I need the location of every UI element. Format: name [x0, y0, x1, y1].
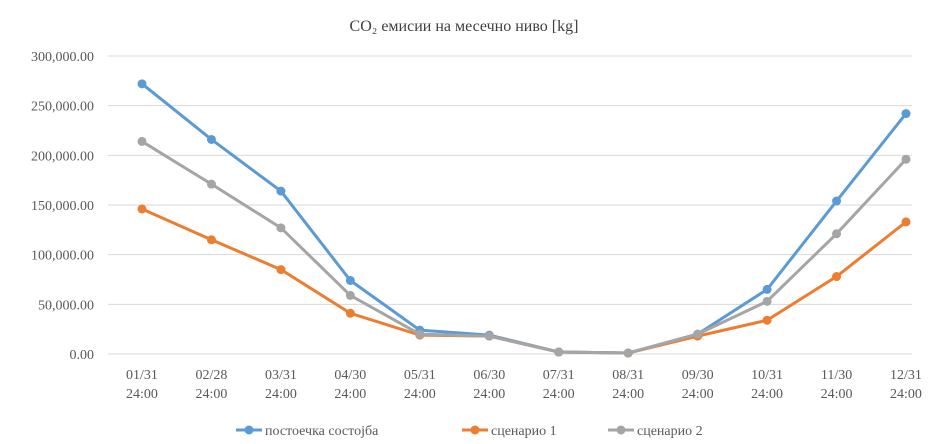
y-tick-label: 0.00 — [70, 348, 95, 363]
data-point — [415, 329, 425, 339]
x-tick-label-line: 11/30 — [821, 368, 852, 383]
x-tick-label: 07/31 24:00 — [543, 368, 575, 402]
data-point — [901, 109, 911, 119]
x-tick-label-line: 24:00 — [126, 387, 158, 402]
legend-marker — [616, 425, 626, 435]
legend-item: постоечка состојба — [236, 424, 379, 439]
y-tick-label: 150,000.00 — [31, 199, 94, 214]
data-point — [762, 315, 772, 325]
x-tick-label: 03/31 24:00 — [265, 368, 297, 402]
x-tick-label-line: 10/31 — [751, 368, 783, 383]
data-point — [345, 308, 355, 318]
series-line — [140, 82, 908, 355]
legend-item: сценарио 1 — [462, 424, 557, 439]
legend-label: постоечка состојба — [265, 424, 379, 439]
x-tick-label: 04/30 24:00 — [334, 368, 366, 402]
x-tick-label-line: 04/30 — [334, 368, 366, 383]
legend-label: сценарио 1 — [491, 424, 557, 439]
x-tick-label-line: 24:00 — [612, 387, 644, 402]
data-point — [276, 186, 286, 196]
x-tick-label-line: 12/31 — [890, 368, 922, 383]
data-point — [901, 217, 911, 227]
series-1 — [137, 79, 911, 358]
x-tick-label: 02/28 24:00 — [196, 368, 228, 402]
x-tick-label-line: 24:00 — [543, 387, 575, 402]
x-tick-label-line: 24:00 — [196, 387, 228, 402]
series-2 — [137, 204, 911, 358]
data-point — [901, 154, 911, 164]
x-tick-label-line: 06/30 — [473, 368, 505, 383]
data-point — [484, 331, 494, 341]
data-point — [137, 79, 147, 89]
x-tick-label-line: 07/31 — [543, 368, 575, 383]
x-tick-label: 01/31 24:00 — [126, 368, 158, 402]
legend-item: сценарио 2 — [608, 424, 703, 439]
x-tick-label-line: 24:00 — [821, 387, 853, 402]
x-tick-label: 08/31 24:00 — [612, 368, 644, 402]
legend-marker — [244, 425, 254, 435]
data-point — [832, 196, 842, 206]
data-point — [206, 235, 216, 245]
data-point — [623, 348, 633, 358]
legend-marker — [470, 425, 480, 435]
x-tick-label-line: 09/30 — [682, 368, 714, 383]
series-lines — [137, 79, 911, 358]
x-tick-label-line: 24:00 — [751, 387, 783, 402]
data-point — [137, 204, 147, 214]
x-tick-label-line: 24:00 — [265, 387, 297, 402]
y-tick-label: 50,000.00 — [38, 298, 94, 313]
x-tick-label: 05/31 24:00 — [404, 368, 436, 402]
data-point — [554, 347, 564, 357]
x-tick-label-line: 24:00 — [682, 387, 714, 402]
data-point — [832, 272, 842, 282]
series-3 — [137, 136, 911, 358]
data-point — [206, 179, 216, 189]
y-tick-label: 200,000.00 — [31, 149, 94, 164]
legend: постоечка состојба сценарио 1 сценарио 2 — [236, 424, 703, 439]
x-tick-label-line: 24:00 — [473, 387, 505, 402]
data-point — [762, 284, 772, 294]
data-point — [832, 229, 842, 239]
x-tick-label: 11/30 24:00 — [821, 368, 853, 402]
gridlines — [108, 55, 912, 355]
y-tick-label: 300,000.00 — [31, 50, 94, 65]
chart-title: CO₂ емисии на месечно ниво [kg] — [350, 18, 579, 35]
legend-label: сценарио 2 — [637, 424, 703, 439]
data-point — [206, 134, 216, 144]
data-point — [276, 265, 286, 275]
data-point — [345, 290, 355, 300]
x-tick-label: 12/31 24:00 — [890, 368, 922, 402]
data-point — [345, 275, 355, 285]
data-point — [762, 296, 772, 306]
x-tick-label-line: 08/31 — [612, 368, 644, 383]
x-tick-label-line: 03/31 — [265, 368, 297, 383]
x-tick-label-line: 24:00 — [890, 387, 922, 402]
y-tick-label: 250,000.00 — [31, 100, 94, 115]
x-tick-label: 09/30 24:00 — [682, 368, 714, 402]
x-tick-label-line: 01/31 — [126, 368, 158, 383]
series-line — [140, 207, 908, 355]
y-axis-tick-labels: 0.00 50,000.00 100,000.00 150,000.00 200,000… — [31, 50, 94, 363]
x-tick-label-line: 05/31 — [404, 368, 436, 383]
x-axis-tick-labels: 01/31 24:00 02/28 24:00 03/31 24:00 04/30 24:00… — [126, 368, 922, 402]
x-tick-label-line: 24:00 — [334, 387, 366, 402]
x-tick-label: 10/31 24:00 — [751, 368, 783, 402]
x-tick-label: 06/30 24:00 — [473, 368, 505, 402]
data-point — [276, 223, 286, 233]
series-line — [140, 139, 908, 355]
y-tick-label: 100,000.00 — [31, 249, 94, 264]
x-tick-label-line: 24:00 — [404, 387, 436, 402]
x-tick-label-line: 02/28 — [196, 368, 228, 383]
data-point — [137, 136, 147, 146]
data-point — [693, 329, 703, 339]
